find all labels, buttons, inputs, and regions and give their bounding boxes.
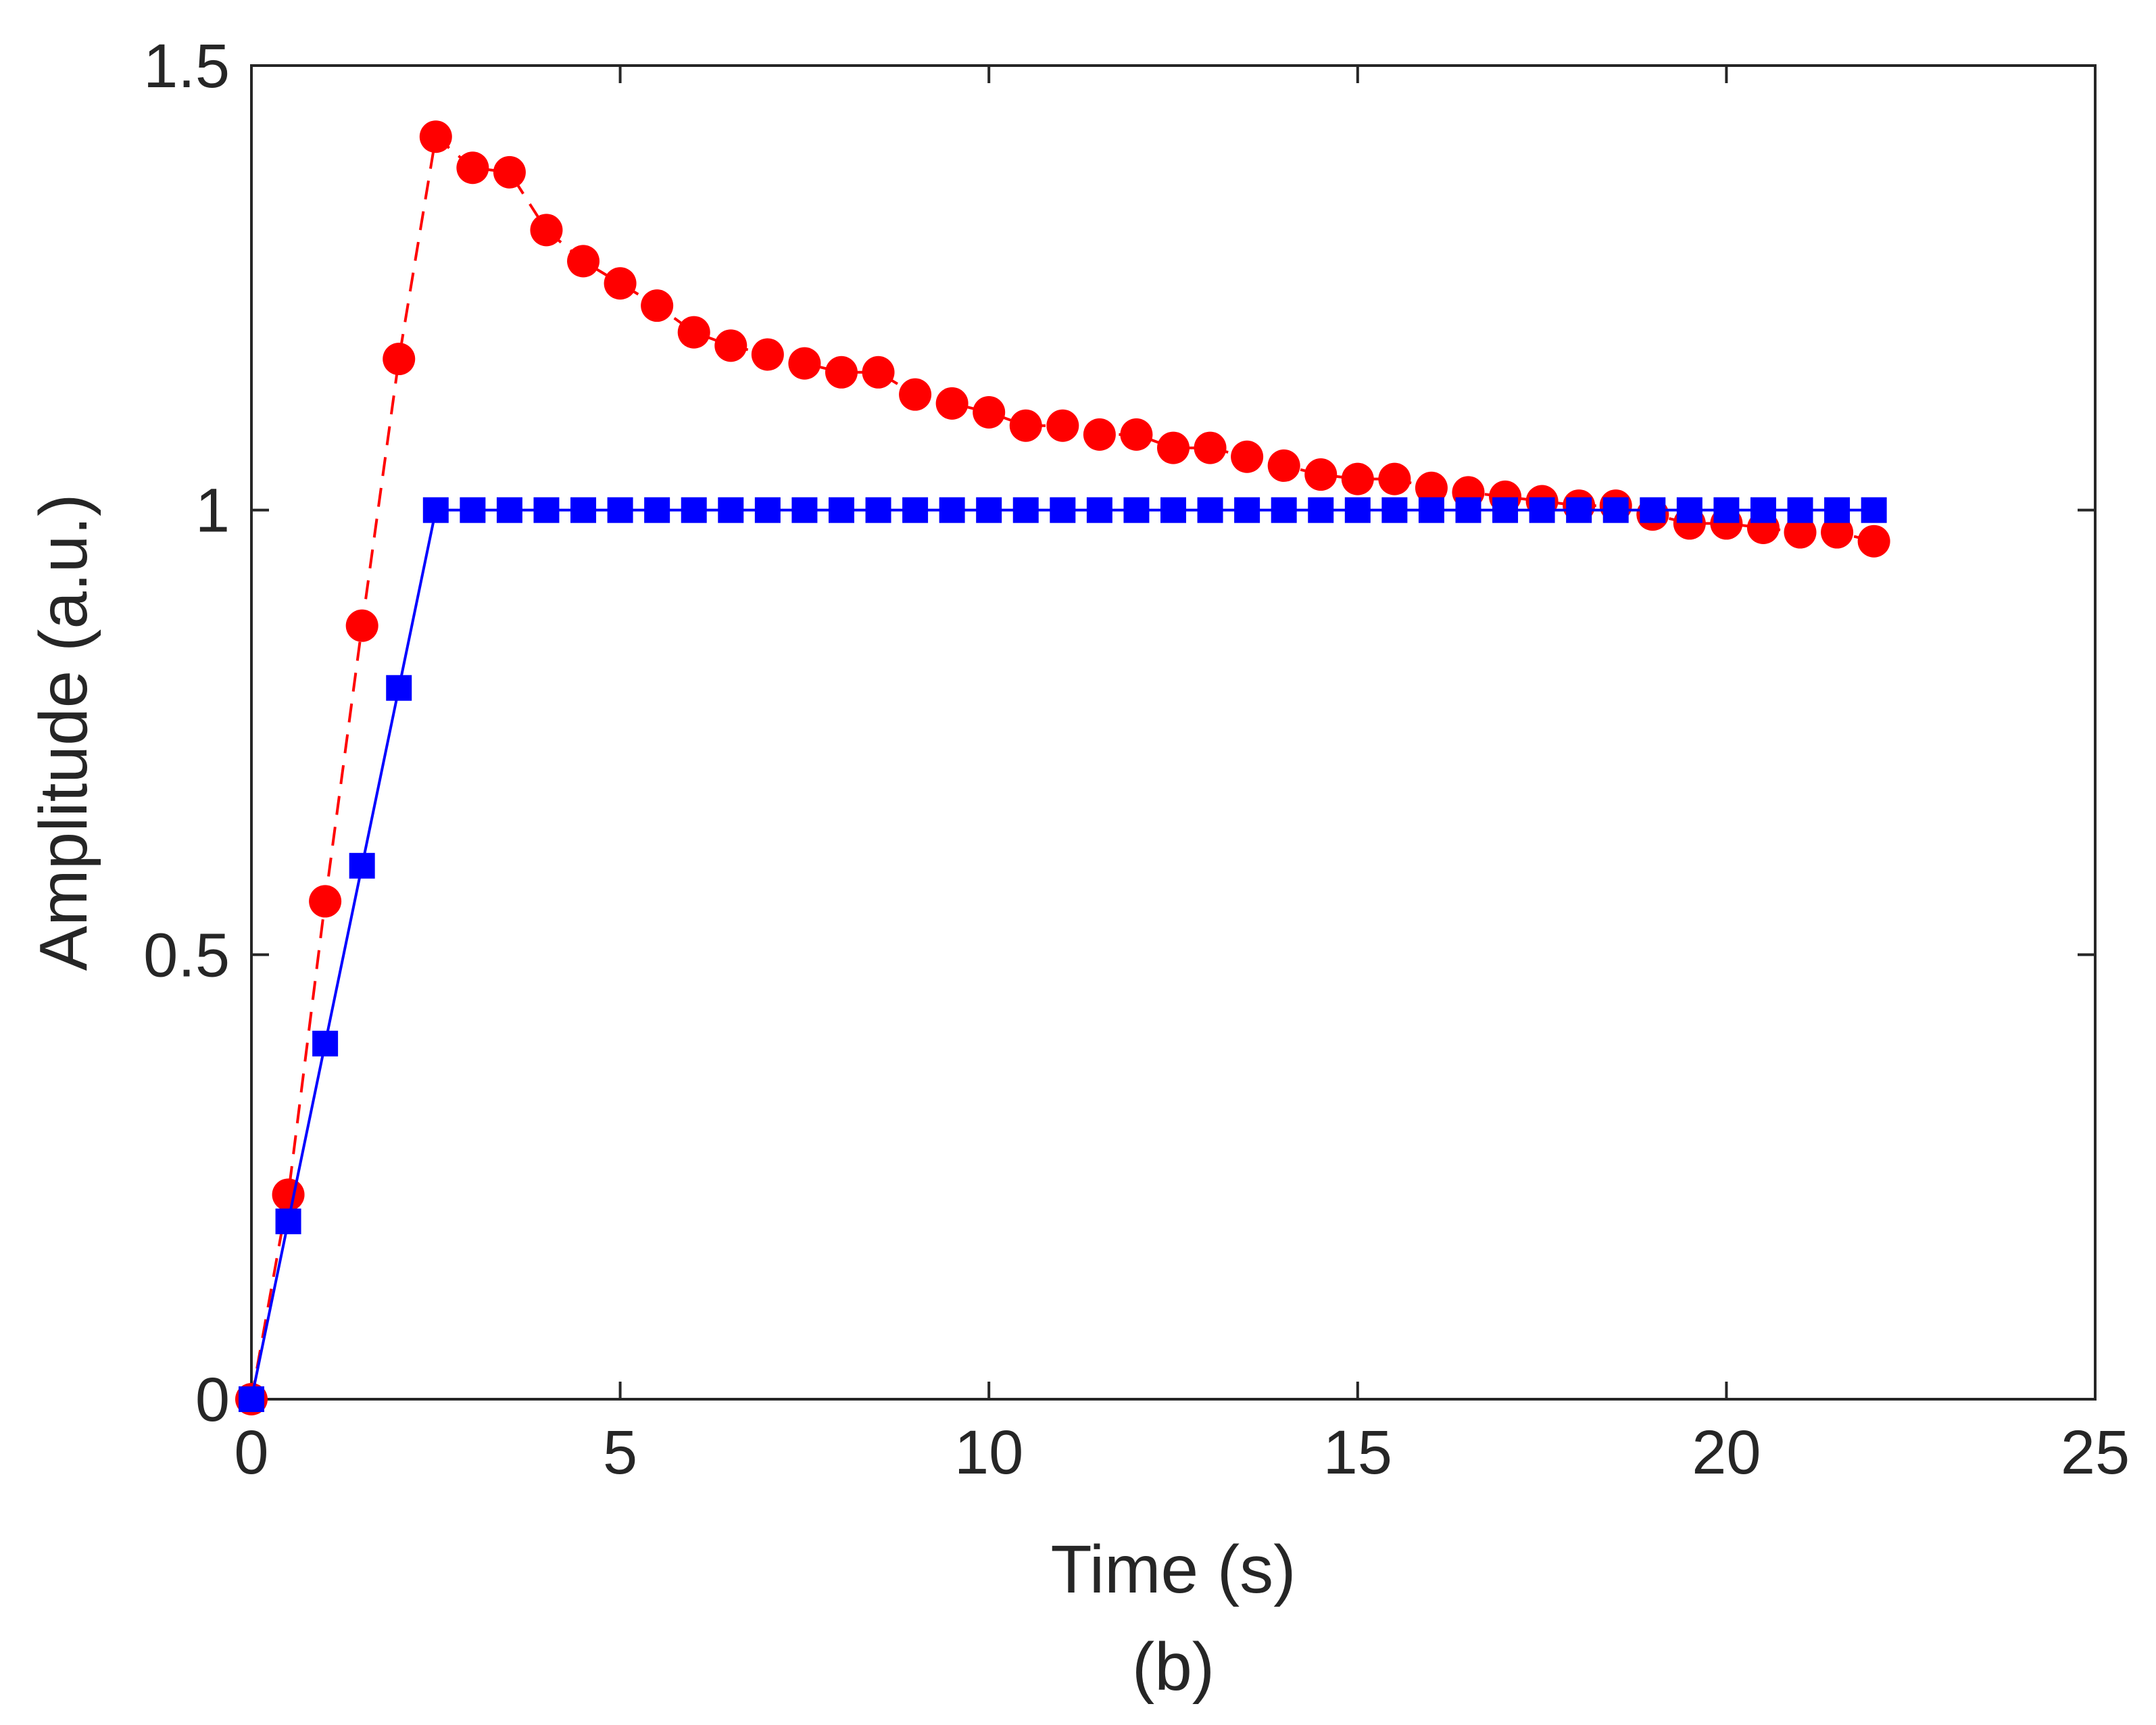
data-point-blue-square	[1566, 497, 1592, 523]
x-tick-label: 15	[1323, 1418, 1392, 1487]
series-layer	[235, 120, 1890, 1415]
data-point-red-circle	[419, 120, 452, 153]
data-point-blue-square	[754, 497, 781, 523]
data-point-red-circle	[456, 151, 489, 185]
figure-caption: (b)	[1132, 1629, 1215, 1705]
data-point-red-circle	[1157, 431, 1190, 464]
data-point-red-circle	[1304, 458, 1338, 491]
data-point-blue-square	[312, 1030, 339, 1056]
data-point-red-circle	[1267, 449, 1300, 482]
x-tick-label: 25	[2061, 1418, 2130, 1487]
data-point-blue-square	[533, 497, 560, 523]
data-point-red-circle	[714, 329, 748, 362]
data-point-blue-square	[1381, 497, 1408, 523]
data-point-blue-square	[1344, 497, 1371, 523]
data-point-blue-square	[1602, 497, 1629, 523]
data-point-red-circle	[493, 155, 526, 189]
data-point-red-circle	[1378, 462, 1411, 495]
data-point-red-circle	[1784, 516, 1817, 549]
data-point-blue-square	[275, 1208, 301, 1234]
data-point-blue-square	[349, 852, 375, 879]
data-point-red-circle	[1083, 418, 1116, 451]
axes-box	[250, 64, 2097, 1401]
x-tick-label: 0	[234, 1418, 268, 1487]
data-point-red-circle	[1415, 471, 1448, 504]
data-point-red-circle	[825, 356, 858, 389]
data-point-red-circle	[1821, 516, 1854, 549]
y-tick-label: 0	[195, 1365, 230, 1434]
data-point-blue-square	[1271, 497, 1297, 523]
data-point-blue-square	[1676, 497, 1702, 523]
data-point-red-circle	[345, 609, 378, 642]
series-blue-squares	[239, 497, 1887, 1412]
data-point-blue-square	[570, 497, 597, 523]
data-point-blue-square	[1086, 497, 1112, 523]
data-point-blue-square	[1050, 497, 1076, 523]
data-point-blue-square	[1861, 497, 1887, 523]
data-point-red-circle	[272, 1178, 305, 1211]
y-tick-label: 0.5	[143, 921, 230, 990]
data-point-red-circle	[862, 356, 895, 389]
data-point-blue-square	[828, 497, 854, 523]
data-point-red-circle	[1857, 525, 1890, 558]
data-point-blue-square	[1824, 497, 1851, 523]
data-point-blue-square	[1234, 497, 1260, 523]
data-point-blue-square	[1713, 497, 1740, 523]
data-point-blue-square	[1123, 497, 1150, 523]
data-point-blue-square	[1640, 497, 1666, 523]
data-point-blue-square	[902, 497, 929, 523]
data-point-blue-square	[386, 675, 412, 701]
data-point-red-circle	[788, 347, 821, 380]
data-point-blue-square	[1750, 497, 1776, 523]
data-point-red-circle	[1120, 418, 1153, 451]
data-point-blue-square	[1455, 497, 1481, 523]
x-tick-label: 20	[1692, 1418, 1761, 1487]
x-tick-label: 5	[603, 1418, 637, 1487]
data-point-blue-square	[1308, 497, 1334, 523]
data-point-blue-square	[1418, 497, 1444, 523]
data-point-red-circle	[1194, 431, 1227, 464]
data-point-red-circle	[530, 214, 563, 247]
data-point-blue-square	[607, 497, 633, 523]
data-point-red-circle	[604, 267, 637, 300]
x-axis-title: Time (s)	[1051, 1532, 1296, 1607]
data-point-red-circle	[1009, 409, 1042, 442]
y-tick-label: 1.5	[143, 32, 230, 101]
data-point-blue-square	[644, 497, 670, 523]
data-point-blue-square	[976, 497, 1002, 523]
data-point-blue-square	[1529, 497, 1555, 523]
data-point-blue-square	[791, 497, 818, 523]
data-point-blue-square	[1787, 497, 1813, 523]
data-point-blue-square	[1492, 497, 1519, 523]
data-point-red-circle	[383, 343, 416, 376]
data-point-blue-square	[718, 497, 744, 523]
data-point-red-circle	[935, 387, 969, 420]
data-point-blue-square	[460, 497, 486, 523]
data-point-red-circle	[899, 378, 932, 411]
data-point-blue-square	[865, 497, 891, 523]
data-point-blue-square	[1197, 497, 1223, 523]
data-point-blue-square	[939, 497, 965, 523]
data-point-red-circle	[1231, 440, 1264, 473]
data-point-red-circle	[309, 885, 342, 918]
data-point-blue-square	[422, 497, 449, 523]
labels-layer: Time (s) Amplitude (a.u.) (b) 0 5 10 15 20 25…	[26, 32, 2130, 1705]
data-point-red-circle	[641, 289, 674, 322]
data-point-blue-square	[496, 497, 522, 523]
data-point-blue-square	[1160, 497, 1186, 523]
y-tick-label: 1	[195, 477, 230, 545]
data-point-blue-square	[1012, 497, 1039, 523]
data-point-red-circle	[751, 338, 784, 371]
y-axis-title: Amplitude (a.u.)	[26, 494, 101, 971]
data-point-red-circle	[973, 395, 1006, 429]
data-point-red-circle	[677, 316, 710, 349]
data-point-red-circle	[1046, 409, 1079, 442]
data-point-blue-square	[239, 1386, 264, 1412]
data-point-red-circle	[567, 245, 600, 278]
data-point-red-circle	[1341, 462, 1374, 495]
data-point-blue-square	[681, 497, 707, 523]
x-tick-label: 10	[954, 1418, 1023, 1487]
